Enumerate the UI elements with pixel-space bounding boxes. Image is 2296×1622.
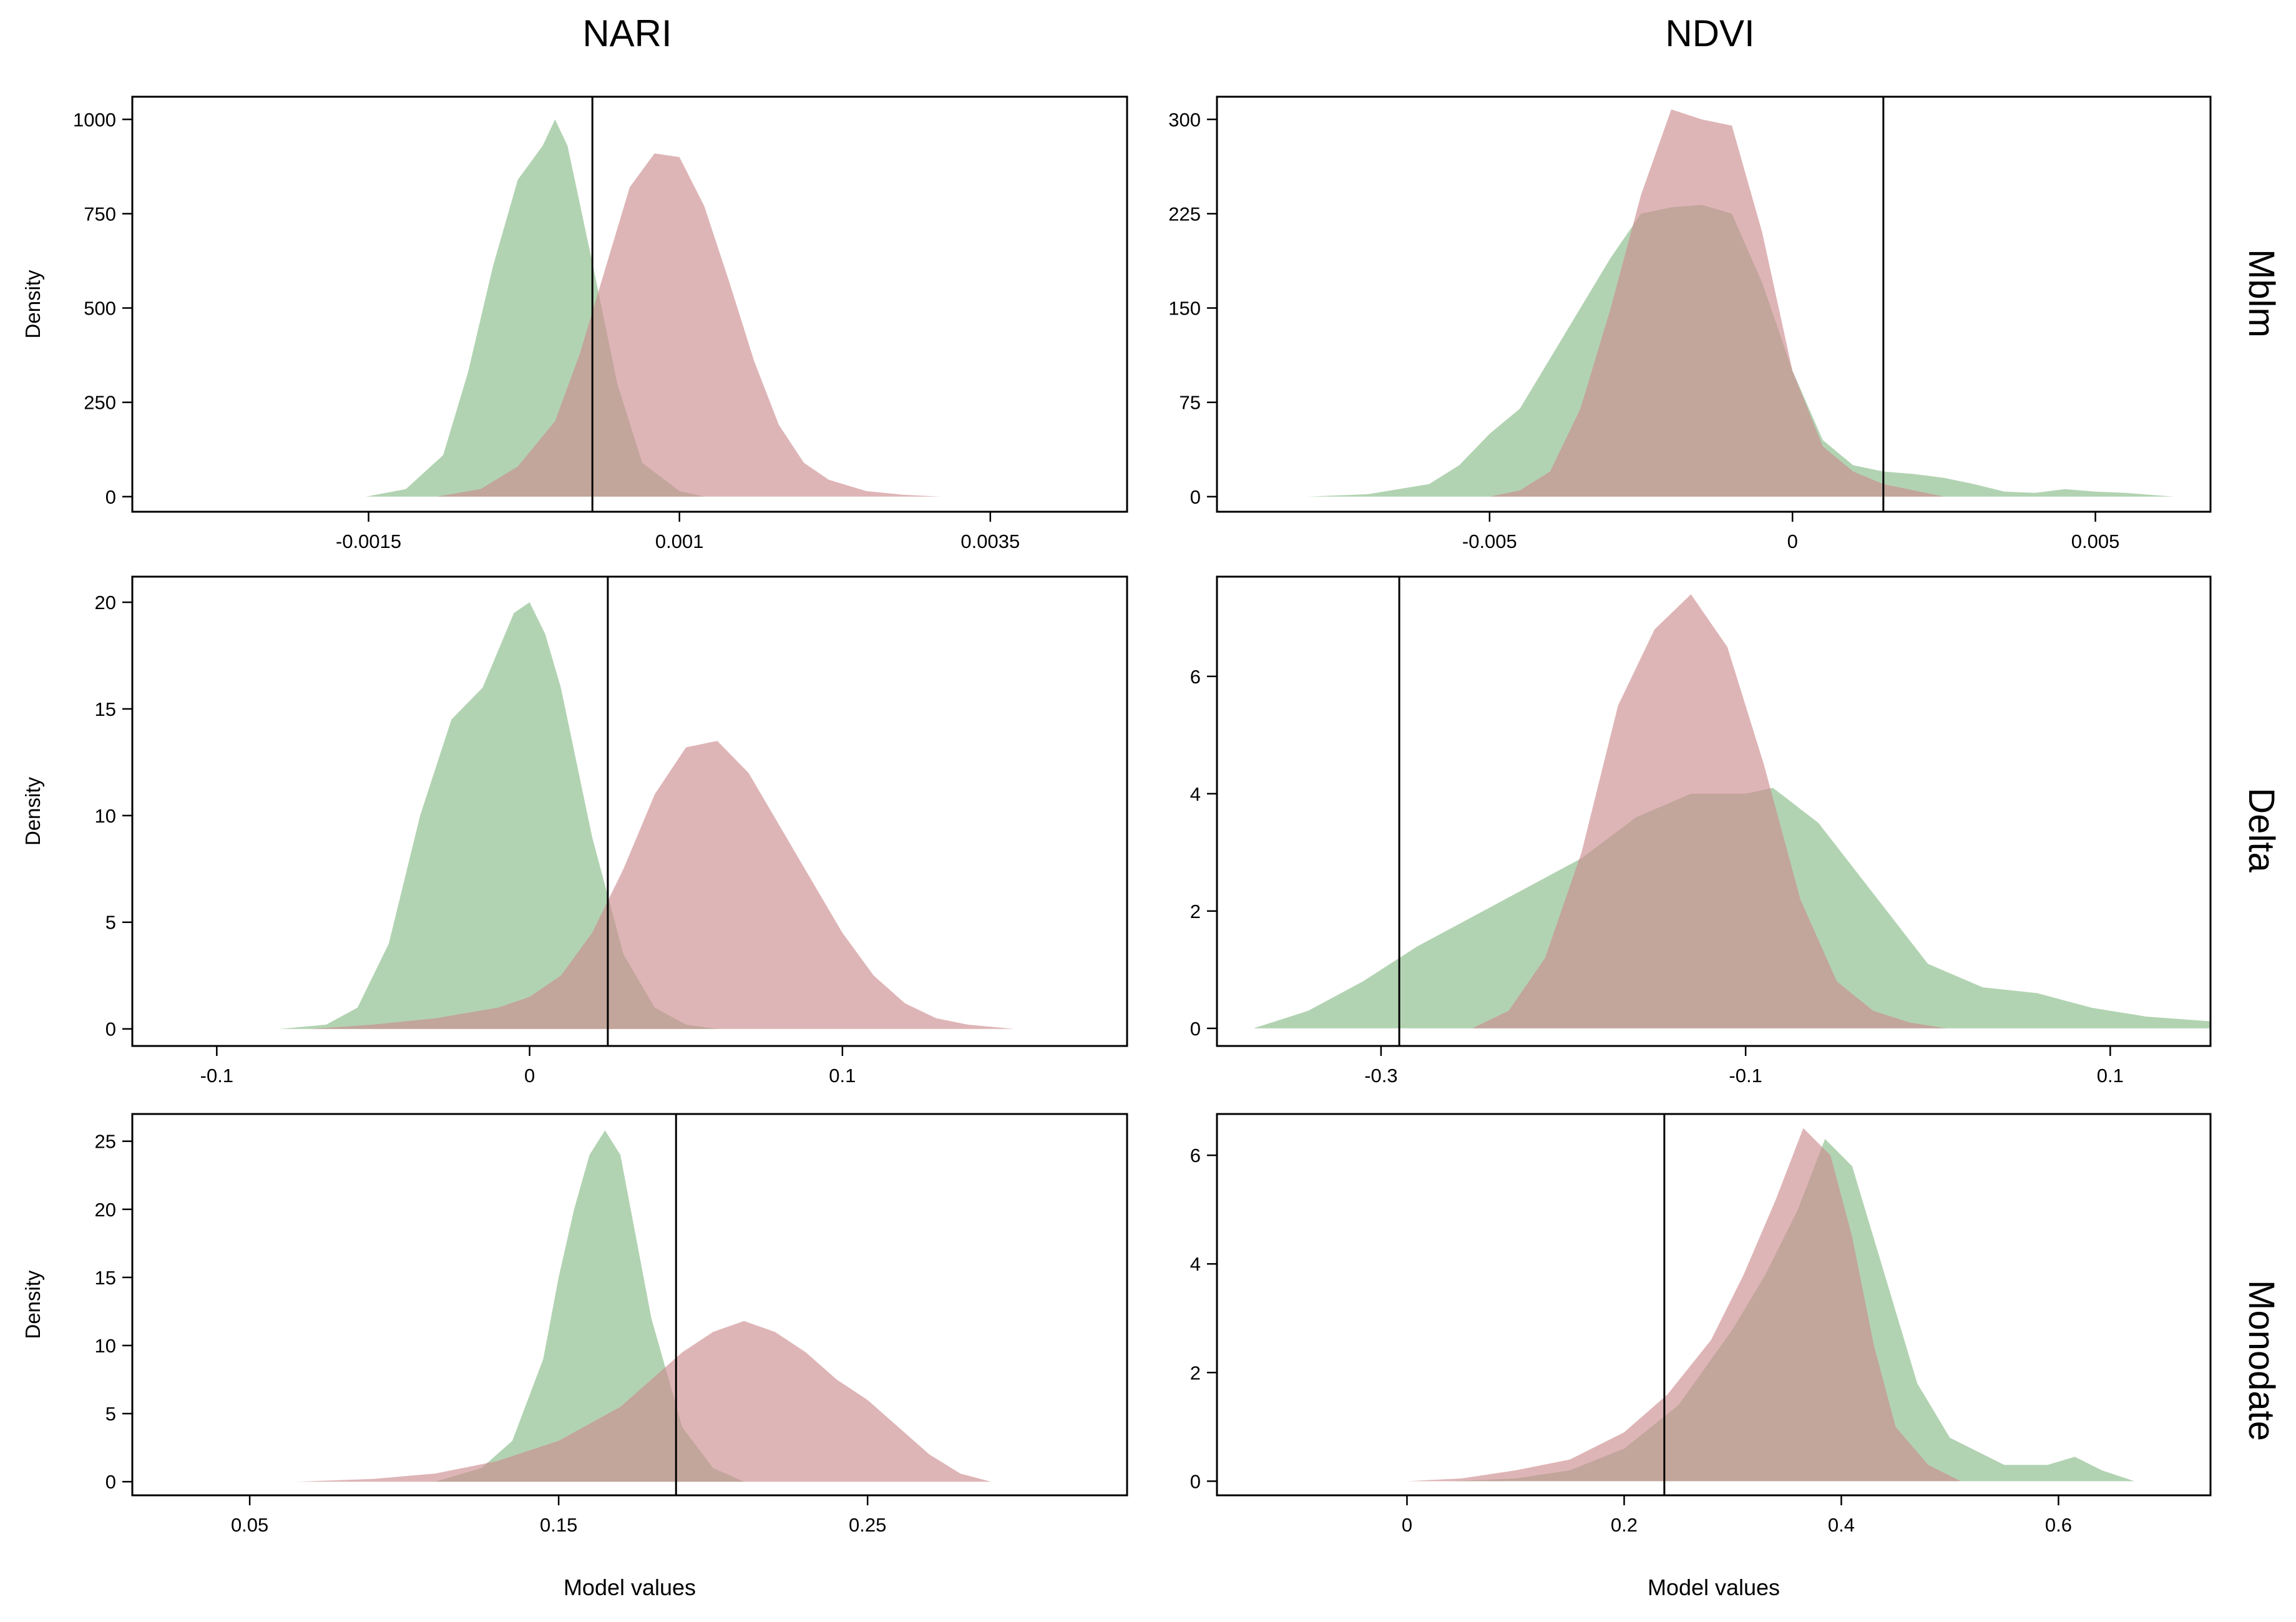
y-tick-label: 10 bbox=[95, 1335, 116, 1357]
y-tick-label: 75 bbox=[1180, 392, 1201, 414]
y-tick-label: 20 bbox=[95, 1199, 116, 1221]
y-tick-label: 10 bbox=[95, 805, 116, 827]
row-label-monodate: Monodate bbox=[2241, 1280, 2282, 1441]
x-tick-label: 0.001 bbox=[655, 530, 704, 552]
y-tick-label: 5 bbox=[105, 912, 116, 934]
row-label-delta: Delta bbox=[2241, 788, 2282, 872]
density-area-red bbox=[1472, 594, 1947, 1028]
x-tick-label: 0 bbox=[1787, 530, 1798, 552]
y-tick-label: 25 bbox=[95, 1131, 116, 1153]
y-tick-label: 150 bbox=[1168, 298, 1201, 320]
y-tick-label: 225 bbox=[1168, 203, 1201, 225]
y-axis-title: Density bbox=[21, 1270, 44, 1339]
x-tick-label: 0.6 bbox=[2045, 1514, 2072, 1536]
y-tick-label: 15 bbox=[95, 1267, 116, 1289]
y-tick-label: 5 bbox=[105, 1403, 116, 1425]
y-tick-label: 4 bbox=[1190, 1253, 1201, 1275]
density-area-red bbox=[1407, 1128, 1961, 1482]
y-tick-label: 2 bbox=[1190, 1362, 1201, 1384]
plot-frame bbox=[1216, 575, 2212, 1047]
y-tick-label: 6 bbox=[1190, 1145, 1201, 1166]
plot-area bbox=[1253, 577, 2211, 1046]
column-title-nari: NARI bbox=[582, 12, 672, 54]
x-tick-label: 0 bbox=[524, 1065, 535, 1087]
y-tick-label: 2 bbox=[1190, 901, 1201, 922]
density-area-red bbox=[296, 1321, 992, 1482]
y-tick-label: 500 bbox=[84, 298, 116, 320]
y-axis-title: Density bbox=[21, 270, 44, 339]
panel-nari-monodate: 0 5 10 15 20 25 0.05 0.15 0.25 Density Model value… bbox=[21, 1113, 1128, 1600]
x-tick-label: 0.2 bbox=[1611, 1514, 1638, 1536]
x-axis-title: Model values bbox=[564, 1575, 696, 1600]
panel-ndvi-mblm: 0 75 150 225 300 -0.005 0 0.005 bbox=[1168, 95, 2212, 552]
x-tick-label: 0.1 bbox=[829, 1065, 856, 1087]
x-tick-label: 0.4 bbox=[1828, 1514, 1855, 1536]
y-tick-label: 4 bbox=[1190, 783, 1201, 805]
x-tick-label: 0.05 bbox=[231, 1514, 268, 1536]
y-tick-label: 15 bbox=[95, 698, 116, 720]
x-tick-label: 0.005 bbox=[2071, 530, 2120, 552]
plot-area bbox=[296, 1114, 992, 1495]
plot-area bbox=[366, 97, 941, 512]
plot-frame bbox=[131, 1113, 1128, 1497]
density-area-red bbox=[1489, 109, 1944, 497]
plot-area bbox=[1407, 1114, 2135, 1495]
x-tick-label: 0.1 bbox=[2097, 1065, 2124, 1087]
y-tick-label: 750 bbox=[84, 203, 116, 225]
plot-area bbox=[1307, 97, 2174, 512]
x-tick-label: -0.0015 bbox=[336, 530, 401, 552]
y-tick-label: 1000 bbox=[73, 109, 116, 130]
y-tick-label: 6 bbox=[1190, 666, 1201, 688]
x-tick-label: -0.1 bbox=[200, 1065, 233, 1087]
panel-ndvi-delta: 0 2 4 6 -0.3 -0.1 0.1 bbox=[1190, 575, 2212, 1087]
panel-nari-mblm: 0 250 500 750 1000 -0.0015 0.001 0.0035 Density bbox=[21, 95, 1128, 552]
y-tick-label: 0 bbox=[1190, 1470, 1201, 1492]
density-area-red bbox=[310, 741, 1015, 1029]
panel-ndvi-monodate: 0 2 4 6 0 0.2 0.4 0.6 Model values bbox=[1190, 1113, 2212, 1600]
y-tick-label: 0 bbox=[1190, 486, 1201, 508]
y-axis-title: Density bbox=[21, 776, 44, 846]
column-title-ndvi: NDVI bbox=[1665, 12, 1754, 54]
plot-frame bbox=[1216, 95, 2212, 513]
density-area-red bbox=[437, 153, 941, 497]
x-tick-label: 0 bbox=[1402, 1514, 1412, 1536]
panel-nari-delta: 0 5 10 15 20 -0.1 0 0.1 Density bbox=[21, 575, 1128, 1087]
y-tick-label: 0 bbox=[105, 486, 116, 508]
x-axis-title: Model values bbox=[1648, 1575, 1780, 1600]
y-tick-label: 0 bbox=[1190, 1018, 1201, 1040]
y-tick-label: 300 bbox=[1168, 109, 1201, 130]
x-tick-label: -0.1 bbox=[1729, 1065, 1762, 1087]
plot-frame bbox=[131, 575, 1128, 1047]
x-tick-label: 0.0035 bbox=[960, 530, 1020, 552]
plot-frame bbox=[1216, 1113, 2212, 1497]
x-tick-label: 0.25 bbox=[849, 1514, 886, 1536]
x-tick-label: 0.15 bbox=[540, 1514, 577, 1536]
row-label-mblm: Mblm bbox=[2241, 249, 2282, 338]
y-tick-label: 250 bbox=[84, 392, 116, 414]
plot-area bbox=[279, 577, 1015, 1046]
y-tick-label: 0 bbox=[105, 1019, 116, 1040]
y-tick-label: 20 bbox=[95, 592, 116, 613]
x-tick-label: -0.005 bbox=[1462, 530, 1517, 552]
x-tick-label: -0.3 bbox=[1364, 1065, 1397, 1087]
y-tick-label: 0 bbox=[105, 1471, 116, 1493]
plot-frame bbox=[131, 95, 1128, 513]
